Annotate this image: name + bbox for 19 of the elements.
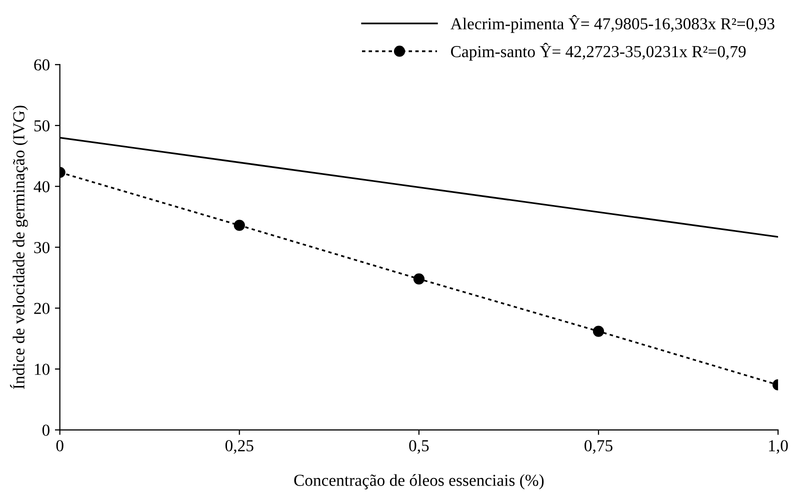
x-tick-label: 1,0: [769, 440, 788, 454]
point: [234, 220, 245, 231]
y-tick-label: 40: [34, 181, 50, 192]
y-axis-title: Índice de velocidade de germinação (IVG): [10, 106, 28, 389]
point: [592, 326, 604, 337]
x-tick-label: 0,75: [584, 440, 612, 454]
point: [413, 273, 425, 284]
x-tick-label: 0,5: [409, 440, 429, 454]
y-tick-label: 0: [42, 424, 50, 436]
y-tick-label: 20: [34, 302, 50, 314]
y-tick-label: 50: [34, 120, 50, 132]
y-tick-label: 30: [34, 242, 50, 254]
legend-label: Alecrim-pimenta Ŷ= 47,9805-16,3083x R²=0,93: [450, 15, 774, 33]
x-axis-title: Concentração de óleos essenciais (%): [294, 474, 544, 490]
x-tick-label: 0: [56, 440, 64, 452]
legend-label: Capim-santo Ŷ= 42,2723-35,0231x R²=0,79: [451, 42, 746, 61]
y-tick-label: 10: [34, 364, 50, 375]
y-tick-label: 60: [34, 59, 50, 71]
x-tick-label: 0,25: [225, 440, 254, 454]
